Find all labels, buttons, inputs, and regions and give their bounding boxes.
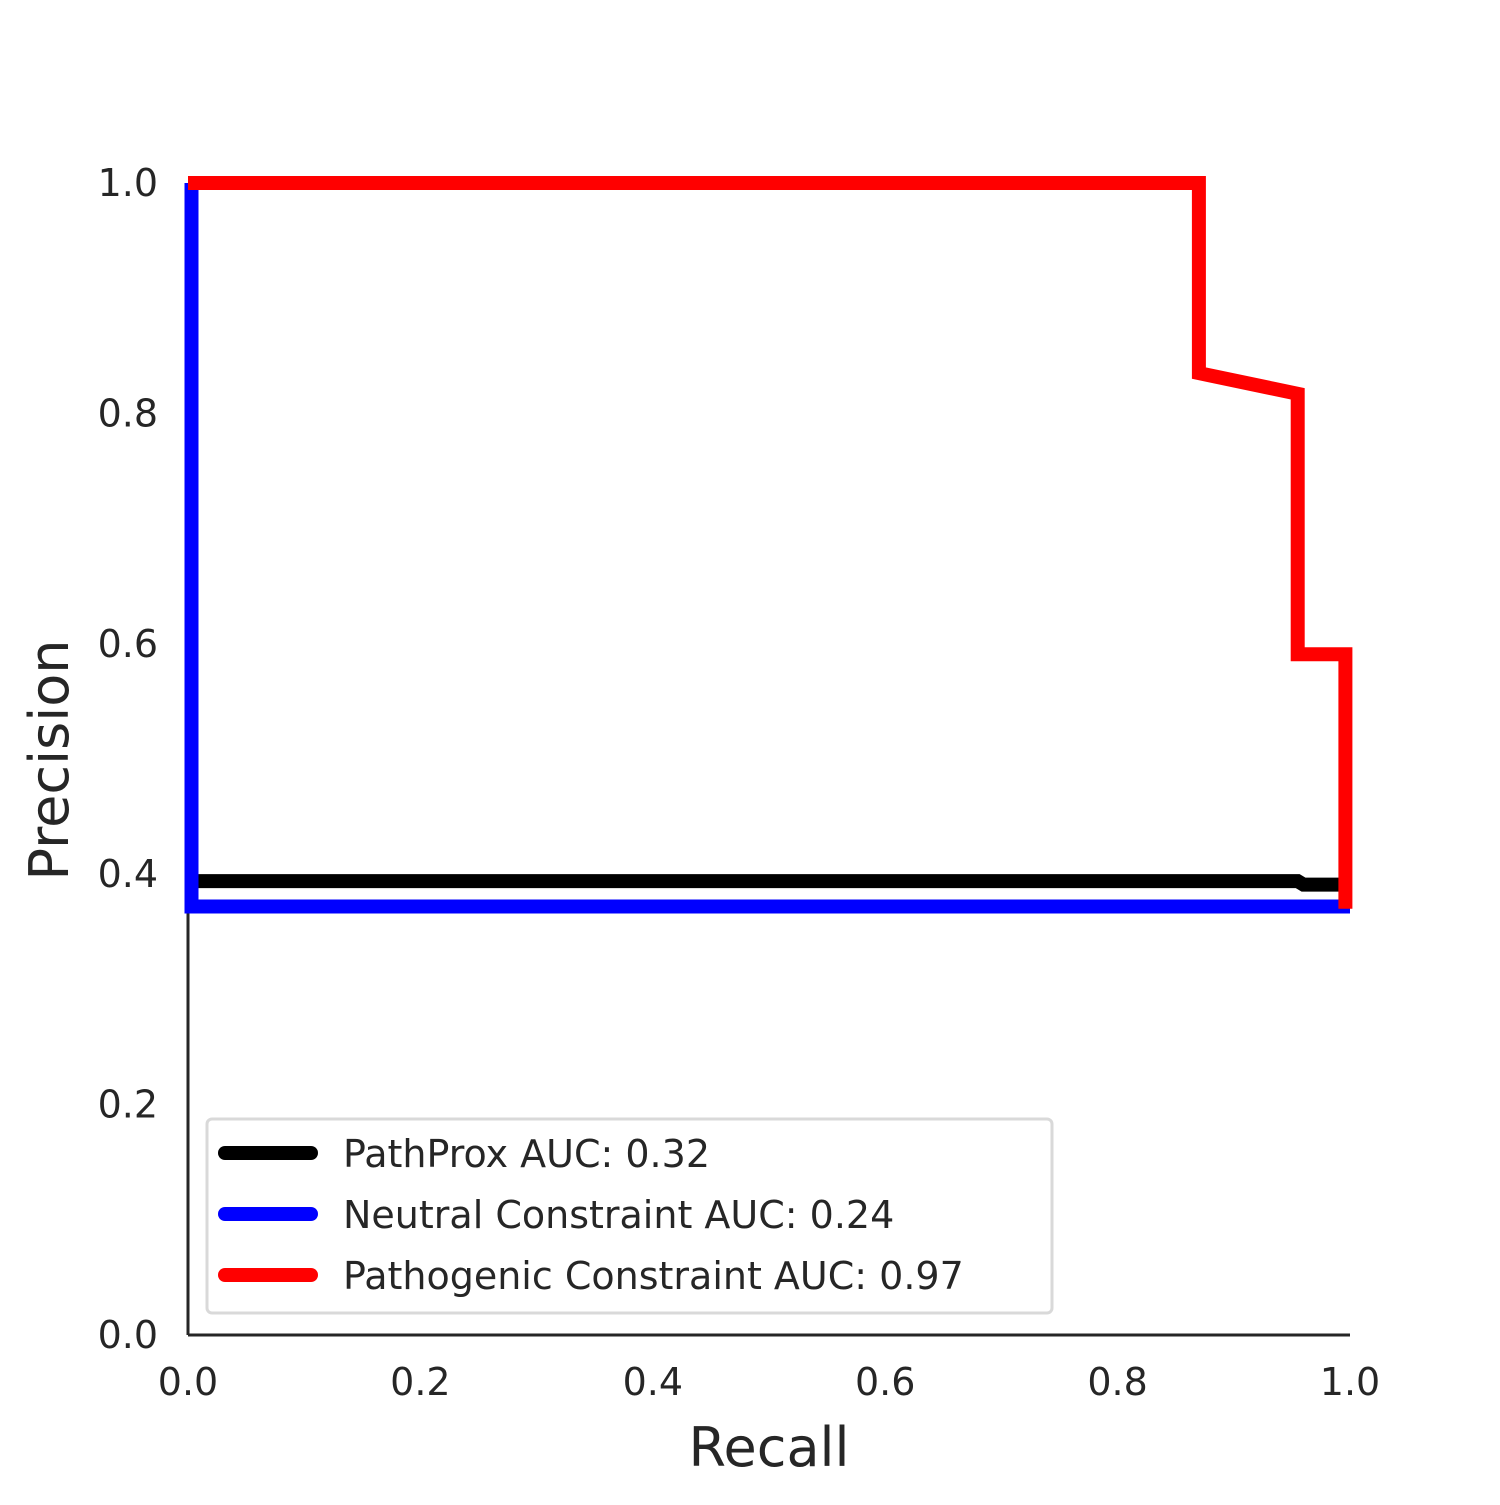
y-tick-label: 0.6 <box>98 622 158 666</box>
series-line-pathprox <box>188 874 1350 892</box>
legend-label-pathogenic-constraint: Pathogenic Constraint AUC: 0.97 <box>343 1254 964 1298</box>
x-tick-label: 0.0 <box>158 1360 218 1404</box>
y-tick-label: 1.0 <box>98 161 158 205</box>
x-tick-label: 0.2 <box>390 1360 450 1404</box>
y-tick-label: 0.2 <box>98 1083 158 1127</box>
y-axis-title: Precision <box>18 640 81 881</box>
y-tick-label: 0.0 <box>98 1313 158 1357</box>
legend-label-pathprox: PathProx AUC: 0.32 <box>343 1132 710 1176</box>
y-tick-label: 0.4 <box>98 852 158 896</box>
x-tick-label: 1.0 <box>1320 1360 1380 1404</box>
legend: PathProx AUC: 0.32 Neutral Constraint AU… <box>205 1117 1054 1315</box>
legend-label-neutral-constraint: Neutral Constraint AUC: 0.24 <box>343 1193 894 1237</box>
legend-frame <box>205 1117 1054 1315</box>
series-layer <box>184 176 1353 914</box>
series-line-neutral-constraint <box>184 183 1350 914</box>
x-axis-title: Recall <box>688 1416 849 1479</box>
x-tick-label: 0.6 <box>855 1360 915 1404</box>
series-line-pathogenic-constraint <box>188 176 1353 909</box>
x-tick-label: 0.4 <box>623 1360 683 1404</box>
y-tick-label: 0.8 <box>98 391 158 435</box>
y-tick-labels: 0.0 0.2 0.4 0.6 0.8 1.0 <box>98 161 158 1357</box>
x-tick-labels: 0.0 0.2 0.4 0.6 0.8 1.0 <box>158 1360 1380 1404</box>
x-tick-label: 0.8 <box>1087 1360 1147 1404</box>
